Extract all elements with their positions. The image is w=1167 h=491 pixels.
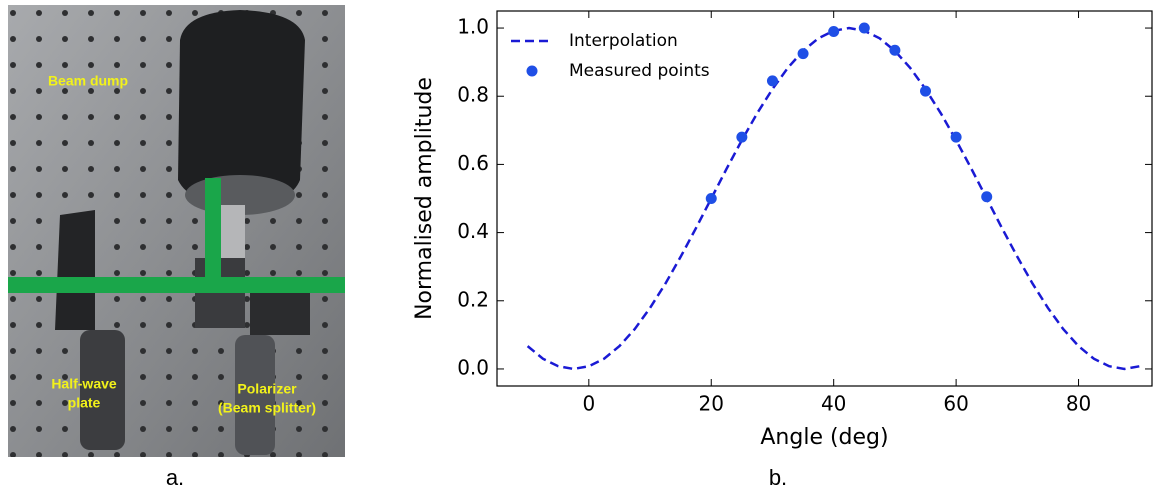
point [950,131,962,143]
legend-swatch [526,65,538,77]
caption: a. [166,465,184,490]
photo-label: Polarizer [237,381,297,397]
y-tick-label: 0.2 [457,287,489,311]
x-tick-label: 0 [582,392,595,416]
point [858,22,870,34]
point [828,25,840,37]
x-tick-label: 40 [821,392,846,416]
photo-label: Half-wave [51,376,117,392]
y-axis-label: Normalised amplitude [412,77,437,320]
legend-label: Measured points [569,61,710,81]
y-tick-label: 0.8 [457,83,489,107]
point [797,48,809,60]
y-tick-label: 0.6 [457,151,489,175]
y-tick-label: 0.0 [457,355,489,379]
photo-label: plate [68,395,101,411]
point [889,44,901,56]
y-tick-label: 1.0 [457,15,489,39]
x-tick-label: 60 [943,392,968,416]
point [705,193,717,204]
point [736,131,748,143]
plot-frame [496,10,1153,387]
caption: b. [769,465,787,490]
point [766,75,778,87]
x-tick-label: 20 [699,392,724,416]
point [981,191,993,203]
point [920,85,932,97]
y-tick-label: 0.4 [457,219,489,243]
photo-label: (Beam splitter) [218,400,316,416]
photo-label: Beam dump [48,73,128,89]
x-tick-label: 80 [1066,392,1091,416]
legend-label: Interpolation [569,31,678,51]
photo: Beam dump Half-wave plate Polarizer (Bea… [8,5,345,457]
x-axis-label: Angle (deg) [760,425,888,450]
